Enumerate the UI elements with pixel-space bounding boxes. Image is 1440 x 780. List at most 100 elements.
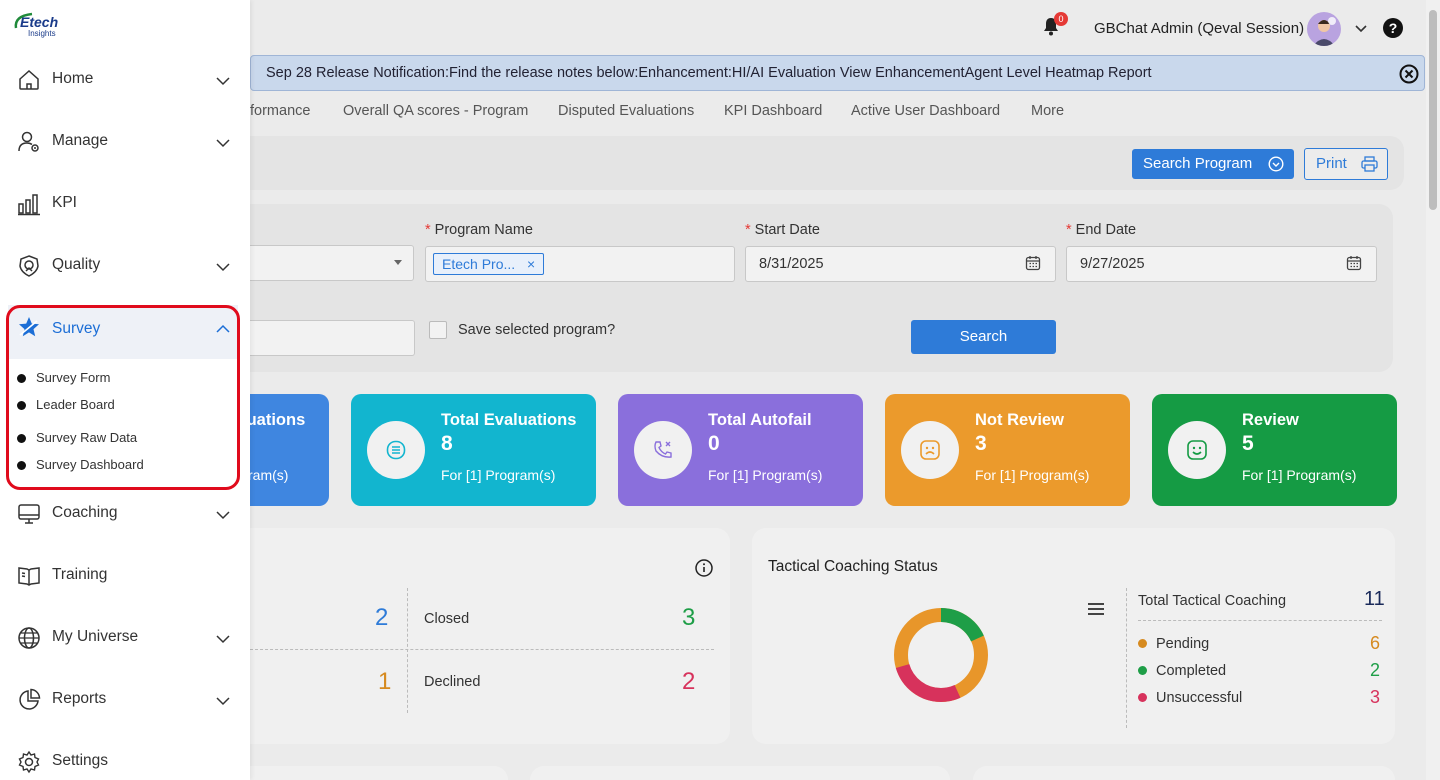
start-date-field[interactable]: 8/31/2025 (745, 246, 1056, 282)
sidebar-item-reports[interactable]: Reports (0, 673, 250, 725)
happy-face-icon (1187, 440, 1207, 460)
declined-value: 2 (682, 668, 696, 695)
donut-chart (894, 608, 988, 702)
closed-value: 3 (682, 604, 696, 631)
user-name[interactable]: GBChat Admin (Qeval Session) (1094, 20, 1305, 37)
chevron-down-icon (216, 263, 230, 272)
menu-icon[interactable] (1088, 602, 1104, 616)
sidebar-item-training[interactable]: Training (0, 549, 250, 601)
info-icon[interactable] (694, 558, 714, 578)
tab-overall-qa-scores[interactable]: Overall QA scores - Program (343, 103, 529, 119)
sidebar-subitem-label: Survey Raw Data (36, 430, 138, 445)
page-scrollbar[interactable] (1426, 0, 1440, 780)
sidebar-item-manage[interactable]: Manage (0, 115, 250, 167)
calendar-icon[interactable] (1346, 255, 1362, 271)
in-progress-value: 2 (375, 604, 389, 631)
stat-title: Not Review (975, 411, 1064, 429)
tab-kpi-dashboard[interactable]: KPI Dashboard (724, 103, 823, 119)
stat-card-evaluations[interactable]: luations ram(s) (242, 394, 329, 506)
print-button[interactable]: Print (1304, 148, 1388, 180)
etech-logo[interactable]: Etech Insights (12, 10, 72, 40)
print-label: Print (1316, 155, 1347, 172)
svg-text:Insights: Insights (28, 29, 56, 38)
end-date-field[interactable]: 9/27/2025 (1066, 246, 1377, 282)
bullet-icon (17, 374, 26, 383)
scrollbar-thumb[interactable] (1429, 10, 1437, 210)
stat-sub: For [1] Program(s) (975, 467, 1090, 483)
tab-performance[interactable]: formance (250, 103, 311, 119)
legend-completed-label: Completed (1156, 663, 1227, 679)
calendar-icon[interactable] (1025, 255, 1041, 271)
sidebar-subitem-survey-raw-data[interactable]: Survey Raw Data (0, 427, 240, 449)
stat-title: Total Evaluations (441, 411, 577, 429)
book-icon (18, 567, 40, 586)
sidebar-item-home[interactable]: Home (0, 53, 250, 105)
tag-remove-icon[interactable]: × (527, 256, 536, 272)
bottom-card (530, 766, 950, 780)
chevron-down-icon[interactable] (1354, 22, 1368, 36)
chevron-down-icon (216, 511, 230, 520)
tactical-title: Tactical Coaching Status (768, 558, 938, 575)
sidebar-item-quality[interactable]: Quality (0, 239, 250, 291)
total-tactical-value: 11 (1364, 588, 1385, 610)
release-text: Sep 28 Release Notification:Find the rel… (266, 65, 1152, 81)
sidebar-item-label: Survey (52, 320, 101, 337)
sidebar-item-settings[interactable]: Settings (0, 735, 250, 780)
survey-highlight-box (6, 305, 240, 490)
user-gear-icon (18, 131, 39, 152)
sidebar-item-label: Quality (52, 256, 101, 273)
sidebar-item-label: My Universe (52, 628, 139, 645)
bullet-icon (17, 401, 26, 410)
tab-active-user-dashboard[interactable]: Active User Dashboard (851, 103, 1001, 119)
gear-icon (18, 750, 40, 774)
sidebar-item-label: Training (52, 566, 108, 583)
sidebar-subitem-leader-board[interactable]: Leader Board (0, 394, 240, 416)
tab-more[interactable]: More (1031, 103, 1065, 119)
divider (1138, 620, 1382, 621)
sidebar-subitem-survey-dashboard[interactable]: Survey Dashboard (0, 454, 240, 476)
sidebar-subitem-survey-form[interactable]: Survey Form (0, 367, 240, 389)
sidebar-item-survey[interactable]: Survey (8, 305, 238, 359)
legend-unsuccessful-label: Unsuccessful (1156, 690, 1243, 706)
globe-icon (18, 627, 40, 649)
end-date-label: * End Date (1066, 222, 1137, 238)
legend-dot-unsuccessful (1138, 693, 1147, 702)
stat-sub: For [1] Program(s) (708, 467, 823, 483)
start-date-value: 8/31/2025 (759, 256, 824, 272)
bullet-icon (17, 461, 26, 470)
chevron-down-icon (1268, 156, 1284, 172)
tactical-coaching-card: Tactical Coaching Status Total Tactical … (752, 528, 1395, 744)
end-date-value: 9/27/2025 (1080, 256, 1145, 272)
save-program-checkbox[interactable] (429, 321, 447, 339)
filter-card (250, 204, 1393, 372)
tab-disputed-evaluations[interactable]: Disputed Evaluations (558, 103, 695, 119)
stat-card-review[interactable]: Review 5 For [1] Program(s) (1152, 394, 1397, 506)
sidebar-item-my-universe[interactable]: My Universe (0, 611, 250, 663)
stat-card-total-evaluations[interactable]: Total Evaluations 8 For [1] Program(s) (351, 394, 596, 506)
secondary-field[interactable] (250, 320, 415, 356)
help-icon[interactable]: ? (1383, 18, 1403, 38)
search-program-button[interactable]: Search Program (1132, 149, 1294, 179)
client-select[interactable] (250, 245, 414, 281)
save-program-label: Save selected program? (458, 322, 616, 338)
top-bar (250, 0, 1426, 56)
sidebar-item-kpi[interactable]: KPI (0, 177, 250, 229)
stat-card-total-autofail[interactable]: Total Autofail 0 For [1] Program(s) (618, 394, 863, 506)
program-name-select[interactable]: Etech Pro... × (425, 246, 735, 282)
search-button[interactable]: Search (911, 320, 1056, 354)
legend-pending-label: Pending (1156, 636, 1210, 652)
stat-title: luations (242, 411, 306, 429)
home-icon (19, 69, 39, 90)
bar-chart-icon (18, 194, 40, 216)
pie-chart-icon (19, 688, 41, 710)
stat-icon-circle (1168, 421, 1226, 479)
close-icon[interactable] (1399, 64, 1419, 84)
star-icon (19, 317, 39, 337)
stat-sub: ram(s) (248, 467, 289, 483)
stat-card-not-review[interactable]: Not Review 3 For [1] Program(s) (885, 394, 1130, 506)
sidebar-item-coaching[interactable]: Coaching (0, 487, 250, 539)
avatar[interactable] (1307, 12, 1341, 46)
coaching-status-card: 2 Closed 3 1 Declined 2 (250, 528, 730, 744)
list-icon (386, 440, 406, 460)
stat-icon-circle (634, 421, 692, 479)
